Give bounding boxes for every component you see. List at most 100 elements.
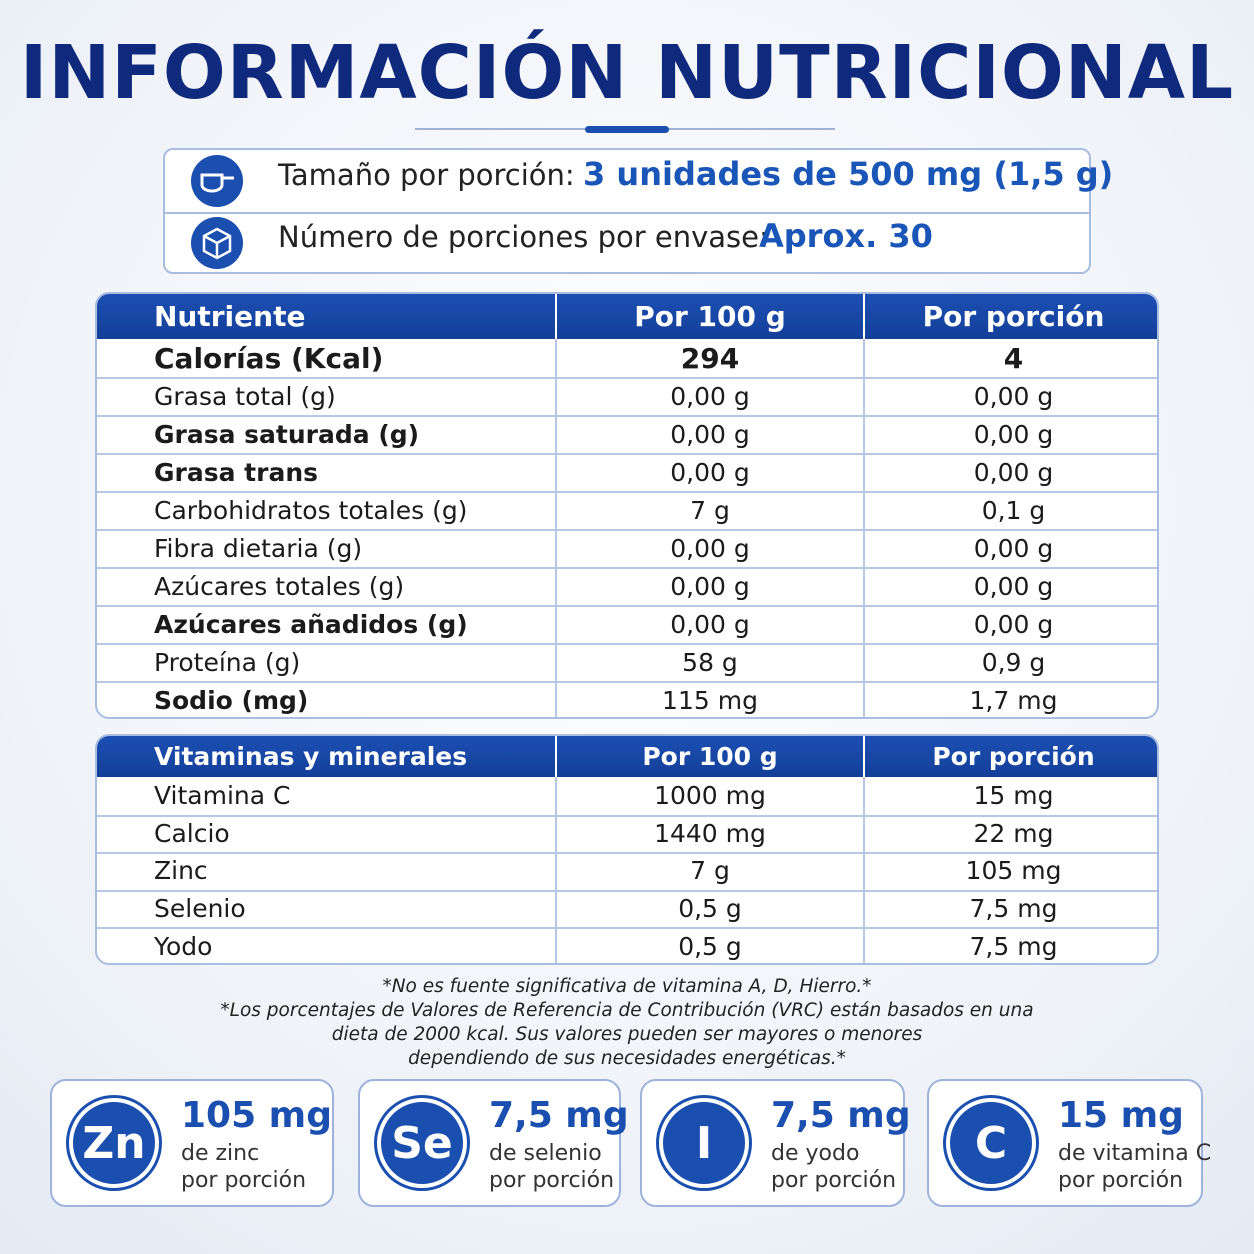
- table-cell: Zinc: [154, 856, 208, 886]
- title: INFORMACIÓN NUTRICIONAL: [19, 30, 1235, 116]
- badge-amount: 15 mg: [1058, 1095, 1184, 1136]
- badge-circle: I: [659, 1098, 749, 1188]
- badge-line: por porción: [181, 1168, 307, 1193]
- table-cell: Grasa saturada (g): [154, 419, 420, 449]
- row-divider: [97, 927, 1157, 930]
- table-cell: 22 mg: [863, 814, 1157, 853]
- row-divider: [97, 415, 1157, 417]
- row-divider: [97, 605, 1157, 607]
- badge-line: de vitamina C: [1058, 1141, 1212, 1166]
- table-cell: 4: [863, 339, 1157, 377]
- serving-label: Tamaño por porción:: [278, 158, 575, 192]
- badge-line: de zinc: [181, 1141, 260, 1166]
- row-divider: [97, 852, 1157, 855]
- table-cell: Selenio: [154, 894, 246, 924]
- table-cell: Sodio (mg): [154, 685, 309, 715]
- table-cell: 0,00 g: [863, 605, 1157, 643]
- badge-amount: 7,5 mg: [489, 1095, 629, 1136]
- table-cell: 0,00 g: [863, 453, 1157, 491]
- table-cell: Azúcares totales (g): [154, 571, 405, 601]
- badge-amount: 105 mg: [181, 1095, 332, 1136]
- table-cell: Vitamina C: [154, 781, 291, 811]
- header-cell: Vitaminas y minerales: [154, 742, 468, 771]
- serving-icons: [191, 155, 243, 269]
- table-cell: 7,5 mg: [863, 927, 1157, 963]
- table-cell: 294: [555, 339, 863, 377]
- badge-circle: Zn: [69, 1098, 159, 1188]
- table-cell: 0,9 g: [863, 643, 1157, 681]
- table-cell: Fibra dietaria (g): [154, 533, 363, 563]
- table-cell: Grasa trans: [154, 457, 319, 487]
- table-header: Nutriente Por 100 g Por porción: [97, 294, 1157, 339]
- table-cell: Azúcares añadidos (g): [154, 609, 468, 639]
- row-divider: [97, 643, 1157, 645]
- table-cell: 105 mg: [863, 852, 1157, 890]
- footnote: dependiendo de sus necesidades energétic…: [408, 1048, 846, 1069]
- badge-line: por porción: [771, 1168, 897, 1193]
- table-cell: 1000 mg: [555, 777, 863, 815]
- table-cell: 115 mg: [555, 681, 863, 717]
- title-accent: [585, 126, 669, 133]
- serving-value: 3 unidades de 500 mg (1,5 g): [583, 155, 1114, 193]
- header-cell: Por porción: [863, 736, 1157, 777]
- row-divider: [97, 377, 1157, 379]
- table-cell: 0,00 g: [863, 567, 1157, 605]
- header-cell: Por 100 g: [555, 736, 863, 777]
- badge-line: de selenio: [489, 1141, 602, 1166]
- table-cell: 15 mg: [863, 777, 1157, 815]
- header-cell: Por porción: [863, 294, 1157, 339]
- footnote: *No es fuente significativa de vitamina …: [382, 976, 872, 997]
- table-header: Vitaminas y minerales Por 100 g Por porció…: [97, 736, 1157, 777]
- row-divider: [97, 567, 1157, 569]
- badge-card: I 7,5 mg de yodo por porción: [640, 1079, 911, 1207]
- table-cell: 0,00 g: [555, 529, 863, 567]
- badge-line: de yodo: [771, 1141, 860, 1166]
- table-cell: 0,00 g: [863, 529, 1157, 567]
- serving-box: [163, 148, 1091, 274]
- table-cell: 0,1 g: [863, 491, 1157, 529]
- serving-label: Número de porciones por envase:: [278, 220, 769, 254]
- serving-divider: [165, 212, 1089, 214]
- table-cell: Yodo: [154, 931, 213, 961]
- row-divider: [97, 681, 1157, 683]
- table-cell: Proteína (g): [154, 647, 301, 677]
- row-divider: [97, 453, 1157, 455]
- table-cell: 7 g: [555, 491, 863, 529]
- badge-line: por porción: [489, 1168, 615, 1193]
- badge-card: Se 7,5 mg de selenio por porción: [358, 1079, 629, 1207]
- table-cell: Carbohidratos totales (g): [154, 495, 468, 525]
- table-cell: 7,5 mg: [863, 889, 1157, 928]
- row-divider: [97, 889, 1157, 892]
- table-cell: 0,00 g: [555, 453, 863, 491]
- footnote: dieta de 2000 kcal. Sus valores pueden s…: [331, 1024, 923, 1045]
- row-divider: [97, 814, 1157, 817]
- table-cell: 1,7 mg: [863, 681, 1157, 717]
- badge-line: por porción: [1058, 1168, 1184, 1193]
- serving-value: Aprox. 30: [759, 217, 933, 255]
- badge-circle: Se: [377, 1098, 467, 1188]
- row-divider: [97, 491, 1157, 493]
- nutrients-table: Nutriente Por 100 g Por porción Calorías (K…: [95, 292, 1159, 719]
- badge-card: Zn 105 mg de zinc por porción: [50, 1079, 334, 1207]
- table-cell: Grasa total (g): [154, 381, 336, 411]
- table-cell: 0,5 g: [555, 889, 863, 928]
- vitamins-table: Vitaminas y minerales Por 100 g Por porció…: [95, 734, 1159, 965]
- header-cell: Nutriente: [154, 300, 306, 333]
- table-cell: Calorías (Kcal): [154, 341, 384, 375]
- table-cell: Calcio: [154, 818, 230, 848]
- table-cell: 0,00 g: [555, 567, 863, 605]
- table-cell: 0,00 g: [555, 377, 863, 415]
- badge-circle: C: [946, 1098, 1036, 1188]
- table-cell: 0,00 g: [863, 415, 1157, 453]
- badge-amount: 7,5 mg: [771, 1095, 911, 1136]
- table-cell: 0,00 g: [555, 415, 863, 453]
- header-cell: Por 100 g: [555, 294, 863, 339]
- table-cell: 0,00 g: [555, 605, 863, 643]
- scoop-icon: [191, 155, 243, 207]
- table-cell: 7 g: [555, 852, 863, 890]
- table-cell: 0,00 g: [863, 377, 1157, 415]
- table-cell: 58 g: [555, 643, 863, 681]
- table-cell: 0,5 g: [555, 927, 863, 963]
